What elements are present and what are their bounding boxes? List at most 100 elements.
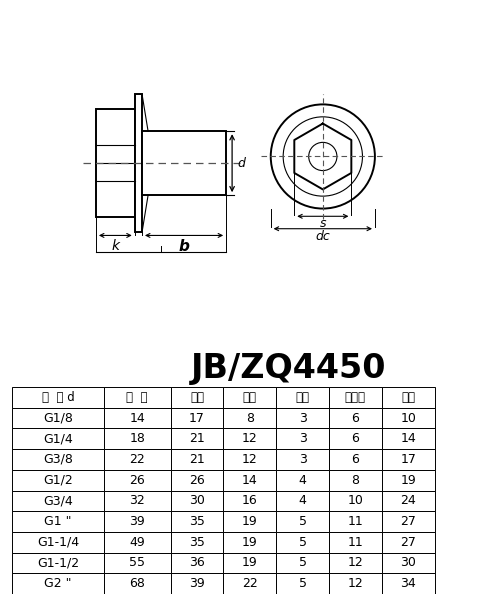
Text: G1-1/4: G1-1/4 bbox=[37, 536, 79, 549]
Bar bbox=[12, 428, 104, 449]
Text: 26: 26 bbox=[189, 473, 204, 487]
Text: 6: 6 bbox=[351, 412, 359, 425]
Text: 5: 5 bbox=[298, 577, 306, 590]
Bar bbox=[276, 574, 328, 594]
Bar bbox=[104, 553, 170, 574]
Bar bbox=[104, 574, 170, 594]
Text: 27: 27 bbox=[399, 536, 415, 549]
Bar bbox=[381, 574, 434, 594]
Text: G3/8: G3/8 bbox=[43, 453, 73, 466]
Bar bbox=[276, 387, 328, 408]
Bar bbox=[170, 470, 223, 491]
Bar bbox=[12, 574, 104, 594]
Text: 边厕: 边厕 bbox=[295, 391, 309, 404]
Bar bbox=[170, 449, 223, 470]
Bar bbox=[328, 491, 381, 511]
Bar bbox=[276, 491, 328, 511]
Text: 19: 19 bbox=[241, 515, 257, 528]
Text: G1/4: G1/4 bbox=[43, 432, 72, 445]
Text: 35: 35 bbox=[189, 536, 204, 549]
Bar bbox=[104, 511, 170, 532]
Bar bbox=[134, 94, 142, 232]
Bar bbox=[104, 449, 170, 470]
Bar bbox=[12, 470, 104, 491]
Text: 26: 26 bbox=[129, 473, 145, 487]
Bar bbox=[276, 470, 328, 491]
Bar bbox=[223, 470, 276, 491]
Text: 17: 17 bbox=[399, 453, 415, 466]
Bar bbox=[276, 511, 328, 532]
Text: 39: 39 bbox=[129, 515, 145, 528]
Text: 12: 12 bbox=[347, 556, 362, 569]
Text: 5: 5 bbox=[298, 536, 306, 549]
Bar bbox=[381, 428, 434, 449]
Bar bbox=[328, 387, 381, 408]
Bar bbox=[223, 408, 276, 428]
Text: 17: 17 bbox=[189, 412, 204, 425]
Bar bbox=[328, 553, 381, 574]
Text: 3: 3 bbox=[298, 412, 306, 425]
Text: 35: 35 bbox=[189, 515, 204, 528]
Bar bbox=[328, 408, 381, 428]
Text: 68: 68 bbox=[129, 577, 145, 590]
Bar bbox=[328, 470, 381, 491]
Text: 30: 30 bbox=[189, 494, 204, 508]
Text: 3: 3 bbox=[298, 453, 306, 466]
Text: 39: 39 bbox=[189, 577, 204, 590]
Text: 30: 30 bbox=[399, 556, 415, 569]
Text: 8: 8 bbox=[245, 412, 253, 425]
Bar bbox=[223, 491, 276, 511]
Bar bbox=[170, 532, 223, 553]
Bar bbox=[381, 532, 434, 553]
Text: 6: 6 bbox=[351, 432, 359, 445]
Bar bbox=[104, 491, 170, 511]
Bar bbox=[104, 408, 170, 428]
Bar bbox=[223, 428, 276, 449]
Bar bbox=[170, 491, 223, 511]
Text: JB/ZQ4450: JB/ZQ4450 bbox=[191, 352, 385, 385]
Text: 5: 5 bbox=[298, 515, 306, 528]
Text: G1-1/2: G1-1/2 bbox=[37, 556, 79, 569]
Bar bbox=[381, 387, 434, 408]
Bar bbox=[223, 387, 276, 408]
Bar bbox=[223, 532, 276, 553]
Text: 24: 24 bbox=[399, 494, 415, 508]
Text: 11: 11 bbox=[347, 536, 362, 549]
Bar bbox=[170, 428, 223, 449]
Text: 21: 21 bbox=[189, 453, 204, 466]
Text: dc: dc bbox=[315, 230, 329, 243]
Bar bbox=[381, 511, 434, 532]
Text: G1 ": G1 " bbox=[44, 515, 72, 528]
Bar bbox=[170, 511, 223, 532]
Text: 12: 12 bbox=[241, 432, 257, 445]
Bar bbox=[12, 491, 104, 511]
Bar bbox=[104, 428, 170, 449]
Bar bbox=[276, 408, 328, 428]
Text: b: b bbox=[178, 239, 189, 254]
Text: G2 ": G2 " bbox=[44, 577, 72, 590]
Bar bbox=[104, 532, 170, 553]
Text: G3/4: G3/4 bbox=[43, 494, 72, 508]
Text: 27: 27 bbox=[399, 515, 415, 528]
Text: 12: 12 bbox=[241, 453, 257, 466]
Text: 19: 19 bbox=[241, 556, 257, 569]
Text: 22: 22 bbox=[129, 453, 145, 466]
Text: d: d bbox=[237, 157, 245, 170]
Bar bbox=[142, 131, 226, 195]
Text: 3: 3 bbox=[298, 432, 306, 445]
Text: 8: 8 bbox=[351, 473, 359, 487]
Text: 19: 19 bbox=[241, 536, 257, 549]
Text: 6: 6 bbox=[351, 453, 359, 466]
Text: 12: 12 bbox=[347, 577, 362, 590]
Bar bbox=[381, 470, 434, 491]
Text: 10: 10 bbox=[399, 412, 415, 425]
Bar bbox=[328, 574, 381, 594]
Bar bbox=[12, 532, 104, 553]
Text: 4: 4 bbox=[298, 473, 306, 487]
Text: 11: 11 bbox=[347, 515, 362, 528]
Text: 34: 34 bbox=[399, 577, 415, 590]
Text: 对边: 对边 bbox=[400, 391, 414, 404]
Bar bbox=[96, 109, 134, 217]
Text: 5: 5 bbox=[298, 556, 306, 569]
Text: 22: 22 bbox=[241, 577, 257, 590]
